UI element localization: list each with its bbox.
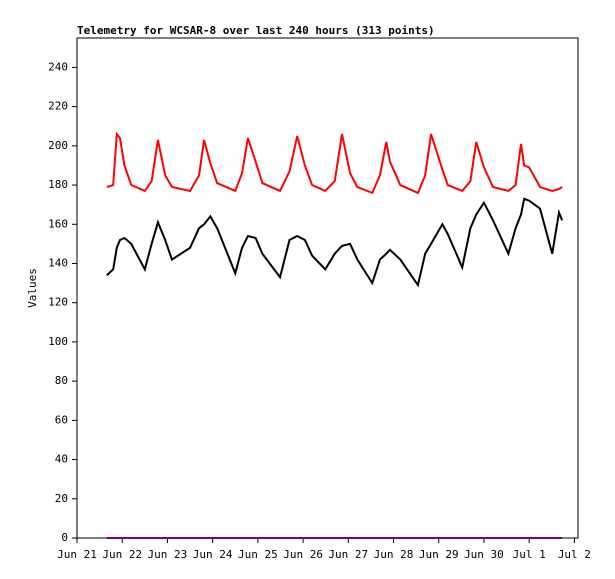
x-tick-label: Jun 25 xyxy=(238,548,278,561)
x-tick-label: Jun 29 xyxy=(419,548,459,561)
x-tick-label: Jun 23 xyxy=(148,548,188,561)
x-tick-label: Jun 21 xyxy=(57,548,97,561)
y-tick-label: 180 xyxy=(48,178,68,191)
x-tick-label: Jun 28 xyxy=(374,548,414,561)
x-tick-label: Jun 30 xyxy=(464,548,504,561)
y-tick-label: 0 xyxy=(61,531,68,544)
x-tick-label: Jul 1 xyxy=(513,548,546,561)
y-tick-label: 200 xyxy=(48,139,68,152)
y-axis-label: Values xyxy=(26,268,39,308)
x-tick-label: Jun 22 xyxy=(102,548,142,561)
plot-frame xyxy=(76,37,579,539)
y-tick-label: 140 xyxy=(48,256,68,269)
x-tick-label: Jul 2 xyxy=(558,548,591,561)
y-tick-label: 80 xyxy=(55,374,68,387)
y-tick-label: 60 xyxy=(55,413,68,426)
series-line xyxy=(106,131,563,195)
series-line xyxy=(106,197,564,288)
x-tick-label: Jun 24 xyxy=(193,548,233,561)
x-tick-label: Jun 27 xyxy=(328,548,368,561)
chart-title: Telemetry for WCSAR-8 over last 240 hour… xyxy=(77,24,435,37)
y-tick-label: 160 xyxy=(48,217,68,230)
y-tick-label: 100 xyxy=(48,335,68,348)
y-tick-label: 20 xyxy=(55,492,68,505)
y-tick-label: 40 xyxy=(55,453,68,466)
y-tick-label: 240 xyxy=(48,60,68,73)
y-tick-label: 220 xyxy=(48,100,68,113)
x-tick-label: Jun 26 xyxy=(283,548,323,561)
y-tick-label: 120 xyxy=(48,296,68,309)
